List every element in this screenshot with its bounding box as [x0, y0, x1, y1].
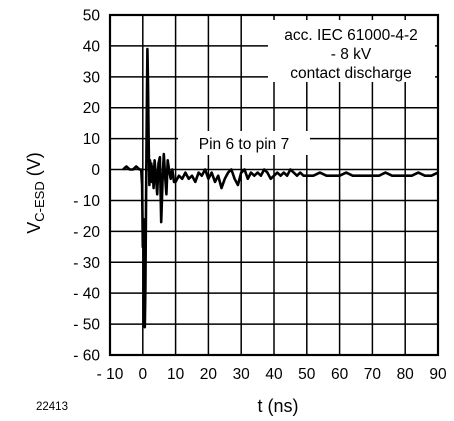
x-tick-labels: - 10 0 10 20 30 40 50 60 70 80 90 — [97, 366, 447, 383]
annotation-box-background — [268, 20, 435, 82]
y-tick-labels: 50 40 30 20 10 0 - 10 - 20 - 30 - 40 - 50 - 60 — [73, 8, 100, 365]
y-tick-label: 50 — [83, 8, 101, 25]
y-tick-label: - 30 — [73, 255, 100, 272]
y-tick-label: - 60 — [73, 348, 100, 365]
y-tick-label: - 20 — [73, 224, 100, 241]
annotation-test-condition: contact discharge — [290, 65, 412, 82]
figure-id: 22413 — [36, 401, 68, 413]
x-tick-label: 90 — [429, 366, 447, 383]
annotation-test-condition: - 8 kV — [331, 46, 372, 63]
x-tick-label: 40 — [265, 366, 283, 383]
y-tick-label: - 10 — [73, 193, 100, 210]
voltage-trace — [122, 47, 439, 329]
x-tick-label: 80 — [397, 366, 415, 383]
x-tick-label: 20 — [200, 366, 218, 383]
y-tick-label: 10 — [83, 131, 101, 148]
y-tick-label: 20 — [83, 100, 101, 117]
y-tick-label: - 40 — [73, 286, 100, 303]
x-tick-label: - 10 — [97, 366, 124, 383]
y-axis-label-unit: (V) — [24, 152, 44, 181]
x-tick-label: 10 — [167, 366, 185, 383]
x-tick-label: 70 — [364, 366, 382, 383]
y-tick-label: - 50 — [73, 317, 100, 334]
y-tick-label: 40 — [83, 38, 101, 55]
y-axis-label-subscript: C-ESD — [32, 181, 47, 221]
y-tick-label: 30 — [83, 69, 101, 86]
x-axis-label: t (ns) — [257, 396, 298, 416]
plot-area-frame — [108, 13, 440, 357]
annotation-pin-label: Pin 6 to pin 7 — [199, 136, 289, 153]
y-axis-label-main: V — [24, 222, 44, 234]
x-tick-label: 60 — [331, 366, 349, 383]
y-tick-label: 0 — [91, 162, 100, 179]
annotation-test-condition: acc. IEC 61000-4-2 — [284, 27, 418, 44]
voltage-trace-group — [122, 47, 439, 329]
x-tick-label: 50 — [298, 366, 316, 383]
annotation-pin-background — [178, 131, 310, 155]
y-axis-label: VC-ESD (V) — [24, 152, 47, 233]
annotations: acc. IEC 61000-4-2 - 8 kV contact discharg… — [178, 20, 435, 155]
x-tick-label: 30 — [233, 366, 251, 383]
x-tick-label: 0 — [138, 366, 147, 383]
